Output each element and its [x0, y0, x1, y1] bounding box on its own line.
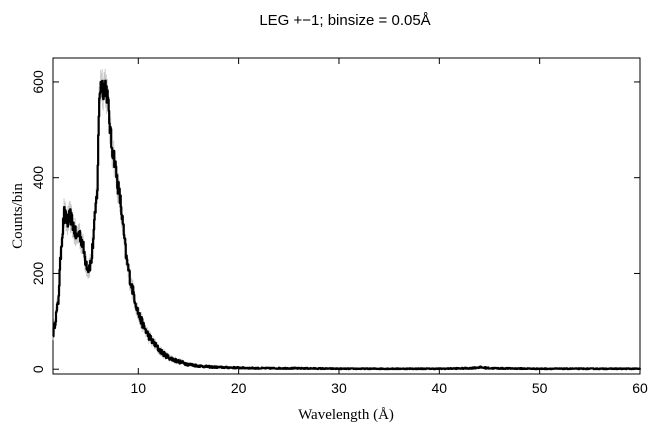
spectrum-line: [52, 79, 642, 371]
x-tick-label-2: 30: [331, 380, 347, 396]
y-tick-label-3: 600: [30, 70, 46, 94]
plot-frame: [52, 57, 641, 375]
chart-title: LEG +−1; binsize = 0.05Å: [259, 12, 430, 29]
x-tick-label-1: 20: [231, 380, 247, 396]
y-tick-label-2: 400: [30, 166, 46, 190]
y-axis-label: Counts/bin: [10, 183, 26, 249]
y-tick-label-1: 200: [30, 262, 46, 286]
x-tick-label-0: 10: [131, 380, 147, 396]
x-axis-label: Wavelength (Å): [298, 407, 394, 423]
x-tick-label-3: 40: [432, 380, 448, 396]
x-tick-label-5: 60: [632, 380, 648, 396]
x-tick-label-4: 50: [532, 380, 548, 396]
y-tick-label-0: 0: [30, 365, 46, 373]
